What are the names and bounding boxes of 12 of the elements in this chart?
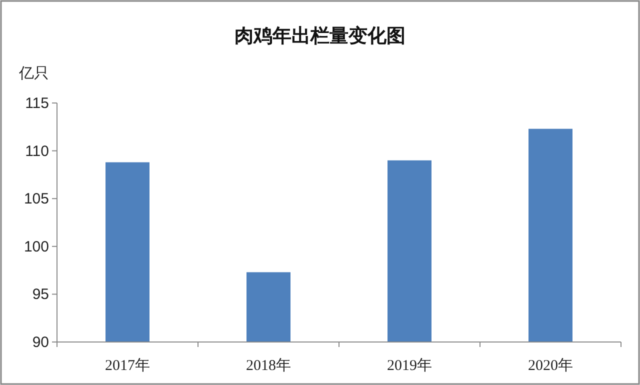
- y-tick-label: 95: [32, 286, 49, 304]
- y-tick-label: 115: [25, 95, 49, 112]
- y-tick-label: 100: [24, 238, 49, 256]
- x-tick-label: 2019年: [387, 357, 432, 374]
- x-tick-label: 2018年: [246, 357, 291, 374]
- y-tick-label: 90: [32, 334, 49, 351]
- y-tick-label: 105: [24, 190, 49, 208]
- x-tick-label: 2020年: [528, 357, 573, 374]
- y-tick-label: 110: [25, 142, 49, 160]
- chart-title: 肉鸡年出栏量变化图: [234, 25, 406, 47]
- y-axis-title: 亿只: [18, 66, 49, 82]
- x-tick-label: 2017年: [105, 357, 150, 374]
